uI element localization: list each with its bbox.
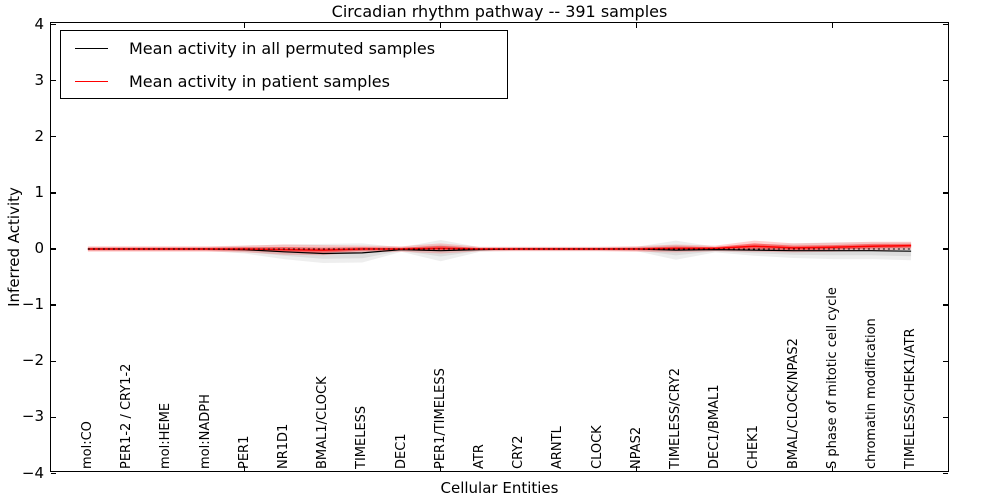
- patient-band-outer: [87, 240, 912, 256]
- patient-line-swatch: [75, 80, 108, 82]
- x-tick-mark: [636, 23, 638, 28]
- y-tick-label: 1: [34, 182, 44, 201]
- x-tick-mark: [244, 466, 246, 471]
- y-tick-label: 0: [34, 239, 44, 257]
- y-tick-mark: [943, 304, 948, 306]
- x-tick-label: NR1D1: [275, 423, 291, 469]
- y-tick-label: 2: [34, 126, 44, 145]
- y-tick-label: −4: [21, 463, 44, 482]
- legend-label: Mean activity in all permuted samples: [129, 38, 436, 58]
- x-tick-label: chromatin modification: [863, 318, 879, 469]
- y-tick-mark: [943, 248, 948, 250]
- y-tick-mark: [943, 23, 948, 26]
- chart-title: Circadian rhythm pathway -- 391 samples: [331, 2, 668, 21]
- x-tick-label: TIMELESS/CRY2: [667, 367, 683, 469]
- y-tick-mark: [943, 360, 948, 362]
- x-tick-label: S phase of mitotic cell cycle: [824, 287, 840, 469]
- y-tick-label: −3: [21, 407, 44, 426]
- y-tick-mark: [51, 79, 56, 82]
- y-tick-label: −2: [21, 351, 44, 370]
- y-tick-mark: [51, 248, 56, 250]
- x-tick-mark: [832, 466, 834, 471]
- x-tick-label: mol:HEME: [158, 402, 174, 469]
- x-tick-label: ARNTL: [550, 426, 566, 469]
- y-tick-mark: [943, 416, 948, 419]
- plot-area: mol:CO PER1-2 / CRY1-2 mol:HEME mol:NADPH PE…: [50, 22, 949, 475]
- y-tick-mark: [51, 416, 56, 419]
- y-tick-mark: [943, 192, 948, 194]
- legend-item-patient: Mean activity in patient samples: [61, 68, 507, 94]
- y-tick-mark: [51, 360, 56, 362]
- x-tick-mark: [832, 23, 834, 28]
- data-layer: [87, 240, 912, 263]
- y-tick-mark: [943, 136, 948, 138]
- x-tick-label: PER1-2 / CRY1-2: [119, 363, 135, 469]
- x-axis-label: Cellular Entities: [440, 479, 559, 497]
- x-tick-label: CLOCK: [589, 425, 605, 469]
- x-tick-mark: [244, 23, 246, 28]
- y-tick-mark: [51, 23, 56, 26]
- x-tick-label: NPAS2: [628, 426, 644, 469]
- x-tick-label: TIMELESS: [354, 405, 370, 469]
- x-tick-label: ATR: [471, 444, 487, 469]
- y-tick-mark: [51, 304, 56, 306]
- permuted-line-swatch: [75, 47, 108, 49]
- x-tick-label: CHEK1: [746, 425, 762, 469]
- x-tick-mark: [440, 466, 442, 471]
- x-tick-label: PER1: [236, 435, 252, 469]
- x-tick-mark: [636, 466, 638, 471]
- x-tick-label: TIMELESS/CHEK1/ATR: [903, 328, 919, 469]
- x-tick-label: BMAL/CLOCK/NPAS2: [785, 338, 801, 469]
- y-tick-mark: [51, 136, 56, 138]
- y-tick-mark: [943, 472, 948, 475]
- x-tick-label: PER1/TIMELESS: [432, 368, 448, 469]
- y-tick-label: 3: [34, 70, 44, 89]
- x-tick-label: mol:NADPH: [197, 394, 213, 469]
- x-tick-label: mol:CO: [79, 421, 95, 469]
- y-tick-mark: [51, 472, 56, 475]
- legend-label: Mean activity in patient samples: [129, 71, 390, 91]
- x-tick-label: DEC1: [393, 433, 409, 469]
- legend: Mean activity in all permuted samples Me…: [60, 30, 508, 99]
- x-tick-label: DEC1/BMAL1: [707, 384, 723, 470]
- x-tick-label: BMAL1/CLOCK: [315, 376, 331, 469]
- y-tick-mark: [943, 79, 948, 82]
- legend-item-permuted: Mean activity in all permuted samples: [61, 35, 507, 61]
- y-tick-label: 4: [34, 14, 44, 33]
- x-tick-mark: [440, 23, 442, 28]
- y-tick-mark: [51, 192, 56, 194]
- y-tick-label: −1: [21, 295, 44, 314]
- permuted-band-outer: [87, 240, 912, 263]
- x-tick-label: CRY2: [511, 435, 527, 470]
